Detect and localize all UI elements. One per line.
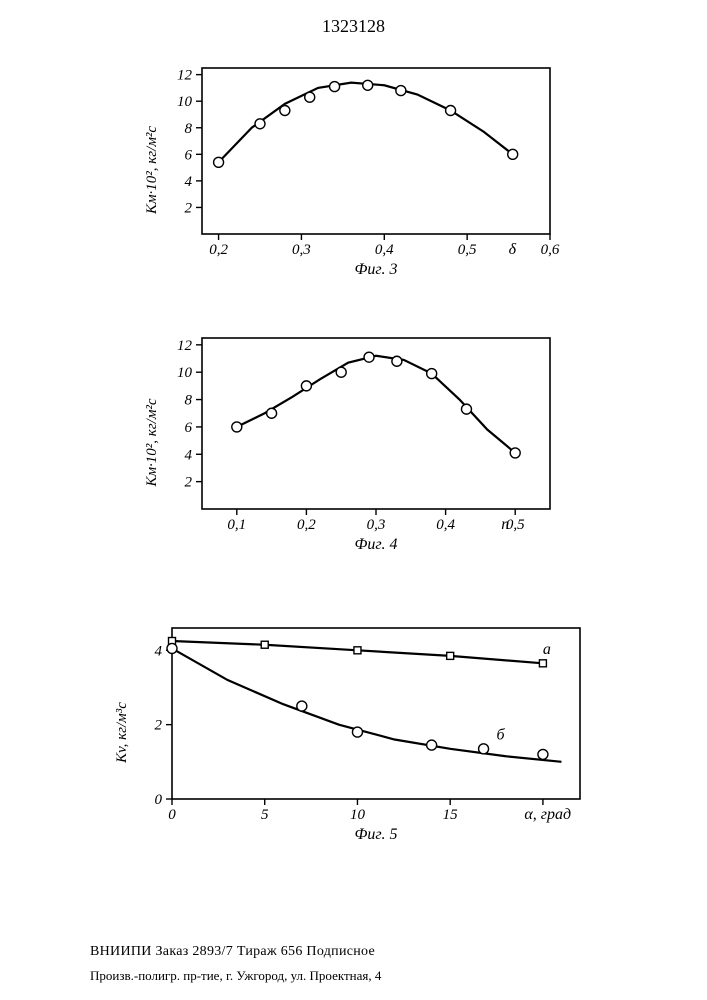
svg-text:6: 6 [185,420,193,436]
svg-text:δ: δ [509,241,517,258]
svg-text:0,2: 0,2 [297,517,316,533]
svg-text:10: 10 [177,94,193,110]
svg-text:8: 8 [185,393,193,409]
svg-text:Kм·10², кг/м²с: Kм·10², кг/м²с [144,126,160,215]
svg-text:Фиг. 4: Фиг. 4 [355,536,398,553]
svg-text:0,4: 0,4 [436,517,455,533]
svg-text:8: 8 [185,121,193,137]
svg-text:0,3: 0,3 [292,242,311,258]
footer-line-2: Произв.-полигр. пр-тие, г. Ужгород, ул. … [90,968,381,984]
svg-text:4: 4 [185,447,193,463]
svg-text:10: 10 [177,365,193,381]
svg-text:а: а [543,641,551,658]
figure-5: 0 2 4 0 5 10 15 Kv, кг/м³с α, град Фиг. 5 а б [110,620,590,845]
svg-text:б: б [497,727,506,744]
svg-text:0,6: 0,6 [541,242,560,258]
figure-3: 2 4 6 8 10 12 0,2 0,3 0,4 0,5 0,6 Kм·10², кг/м²с δ Фи… [140,60,560,280]
svg-text:0: 0 [168,807,176,823]
svg-text:α, град: α, град [524,806,571,823]
svg-text:12: 12 [177,338,193,354]
figure-5-svg: 0 2 4 0 5 10 15 Kv, кг/м³с α, град Фиг. 5 а б [110,620,590,845]
svg-text:2: 2 [185,475,193,491]
svg-text:Kм·10², кг/м²с: Kм·10², кг/м²с [144,398,160,487]
svg-text:0,3: 0,3 [367,517,386,533]
svg-text:0,2: 0,2 [209,242,228,258]
svg-text:12: 12 [177,68,193,84]
figure-4-svg: 246810120,10,20,30,40,5Kм·10², кг/м²сnФи… [140,330,560,555]
figure-3-svg: 2 4 6 8 10 12 0,2 0,3 0,4 0,5 0,6 Kм·10², кг/м²с δ Фи… [140,60,560,280]
svg-text:2: 2 [185,200,193,216]
svg-text:0,1: 0,1 [227,517,246,533]
svg-text:15: 15 [443,807,459,823]
svg-text:Фиг. 5: Фиг. 5 [355,826,398,843]
svg-text:0: 0 [155,792,163,808]
svg-text:n: n [501,516,509,533]
svg-text:0,5: 0,5 [458,242,477,258]
svg-text:5: 5 [261,807,269,823]
svg-text:4: 4 [155,643,163,659]
footer-line-1: ВНИИПИ Заказ 2893/7 Тираж 656 Подписное [90,944,375,960]
figure-4: 246810120,10,20,30,40,5Kм·10², кг/м²сnФи… [140,330,560,555]
svg-text:2: 2 [155,718,163,734]
svg-text:Фиг. 3: Фиг. 3 [355,261,398,278]
svg-text:0,4: 0,4 [375,242,394,258]
document-number: 1323128 [0,16,707,37]
svg-text:Kv, кг/м³с: Kv, кг/м³с [114,702,130,764]
svg-text:4: 4 [185,174,193,190]
svg-text:10: 10 [350,807,366,823]
svg-text:6: 6 [185,147,193,163]
